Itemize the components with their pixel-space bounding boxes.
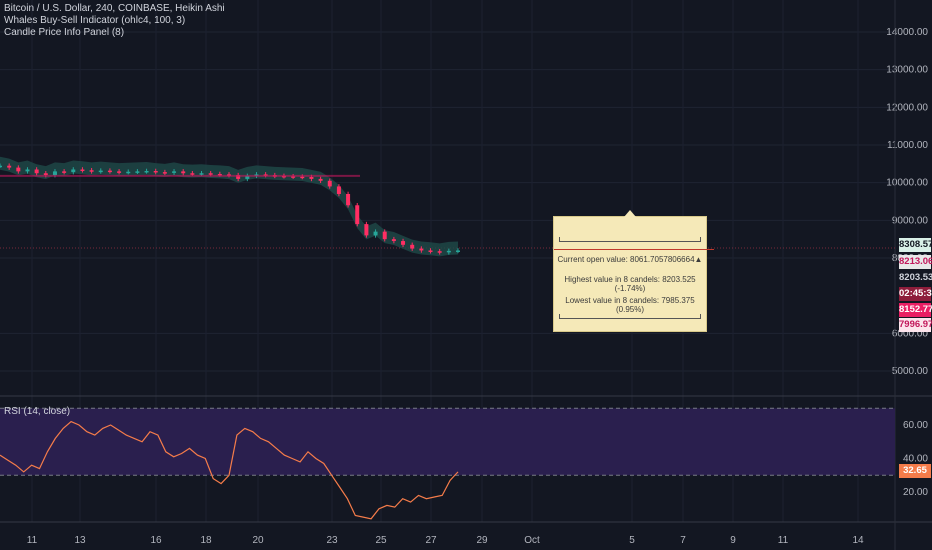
rsi-tick-label: 40.00 xyxy=(903,454,928,465)
price-tick-label: 6000.00 xyxy=(892,328,929,339)
rsi-tick-label: 60.00 xyxy=(903,420,928,431)
price-badge-3: 8203.53 xyxy=(899,271,932,285)
candle-body xyxy=(446,250,451,253)
x-tick-label: 25 xyxy=(375,535,387,546)
indicator-info-panel-label[interactable]: Candle Price Info Panel (8) xyxy=(4,27,125,38)
x-tick-label: 29 xyxy=(476,535,488,546)
candle-body xyxy=(126,171,131,174)
price-tick-label: 10000.00 xyxy=(886,178,928,189)
x-tick-label: 5 xyxy=(629,535,635,546)
candle-body xyxy=(217,174,222,176)
candle-body xyxy=(16,167,21,172)
price-tick-label: 11000.00 xyxy=(887,140,928,151)
candle-body xyxy=(327,180,332,187)
rsi-value-badge: 32.65 xyxy=(899,464,931,478)
candle-body xyxy=(456,250,460,252)
candle-body xyxy=(336,186,341,194)
candle-body xyxy=(318,178,323,181)
candle-body xyxy=(181,171,186,174)
candle-body xyxy=(25,169,30,172)
candle-body xyxy=(245,175,250,179)
highest-value-text: Highest value in 8 candels: 8203.525 (-1… xyxy=(564,275,696,293)
price-badge-5: 8152.77 xyxy=(899,303,932,317)
price-badge-6: 7996.97 xyxy=(899,318,932,332)
current-open-text: Current open value: 8061.7057806664▲ xyxy=(557,255,703,264)
x-tick-label: 27 xyxy=(425,535,437,546)
price-tick-label: 9000.00 xyxy=(892,215,929,226)
x-tick-label: 9 xyxy=(730,535,736,546)
candle-body xyxy=(236,175,241,179)
rsi-label[interactable]: RSI (14, close) xyxy=(4,406,71,417)
price-tick-label: 14000.00 xyxy=(886,27,928,38)
candle-body xyxy=(401,241,406,245)
candle-body xyxy=(190,173,195,175)
candle-body xyxy=(208,173,213,175)
info-panel-bottom-bar xyxy=(559,314,701,319)
candle-body xyxy=(135,171,140,173)
info-panel-notch xyxy=(624,210,636,217)
candle-body xyxy=(346,193,351,206)
x-tick-label: 7 xyxy=(680,535,686,546)
x-tick-label: 20 xyxy=(252,535,264,546)
price-tick-label: 13000.00 xyxy=(886,65,928,76)
candle-body xyxy=(89,170,94,172)
candle-body xyxy=(98,170,103,173)
candle-body xyxy=(300,176,305,179)
rsi-band xyxy=(0,408,895,476)
candle-body xyxy=(0,165,2,168)
candle-body xyxy=(117,171,122,173)
candle-body xyxy=(7,165,12,168)
candle-body xyxy=(107,170,112,173)
candle-body xyxy=(382,231,387,240)
price-tick-label: 12000.00 xyxy=(886,102,928,113)
candle-body xyxy=(71,169,76,173)
candle-body xyxy=(355,205,360,225)
current-price-line xyxy=(554,249,714,250)
candle-body xyxy=(162,172,167,174)
lowest-value-text: Lowest value in 8 candels: 7985.375 (0.9… xyxy=(565,296,695,314)
x-tick-label: 16 xyxy=(150,535,162,546)
x-tick-label: 18 xyxy=(200,535,212,546)
candle-body xyxy=(391,239,396,242)
candle-body xyxy=(43,173,48,176)
x-tick-label: 11 xyxy=(27,535,38,546)
rsi-line xyxy=(0,420,459,520)
x-tick-label: 23 xyxy=(326,535,338,546)
price-badge-2: 8213.06 xyxy=(899,255,932,269)
candle-body xyxy=(172,171,177,173)
candle-body xyxy=(80,169,85,171)
info-panel-top-bar xyxy=(559,237,701,242)
candle-body xyxy=(62,171,67,173)
whales-cloud xyxy=(0,156,458,257)
candle-body xyxy=(52,171,57,176)
x-tick-label: 14 xyxy=(852,535,864,546)
candle-body xyxy=(364,224,369,236)
indicator-whales-label[interactable]: Whales Buy-Sell Indicator (ohlc4, 100, 3… xyxy=(4,15,186,26)
x-tick-label: 11 xyxy=(778,535,789,546)
candle-body xyxy=(199,173,204,175)
candle-body xyxy=(410,244,415,249)
candle-body xyxy=(291,176,296,178)
candle-body xyxy=(309,177,314,179)
candle-body xyxy=(373,231,378,236)
candle-body xyxy=(144,170,149,173)
x-tick-label: 13 xyxy=(74,535,86,546)
price-badge-last: 8308.57 xyxy=(899,238,932,252)
candle-info-panel: Current open value: 8061.7057806664▲ Hig… xyxy=(553,210,714,332)
candle-body xyxy=(419,248,424,251)
candle-body xyxy=(437,251,442,253)
countdown-badge: 02:45:37 xyxy=(899,287,932,301)
price-tick-label: 5000.00 xyxy=(892,366,929,377)
x-tick-label: Oct xyxy=(524,535,540,546)
candle-body xyxy=(34,169,39,174)
candle-body xyxy=(153,170,158,173)
rsi-tick-label: 20.00 xyxy=(903,487,928,498)
candle-body xyxy=(428,250,433,252)
chart-title: Bitcoin / U.S. Dollar, 240, COINBASE, He… xyxy=(4,3,225,14)
